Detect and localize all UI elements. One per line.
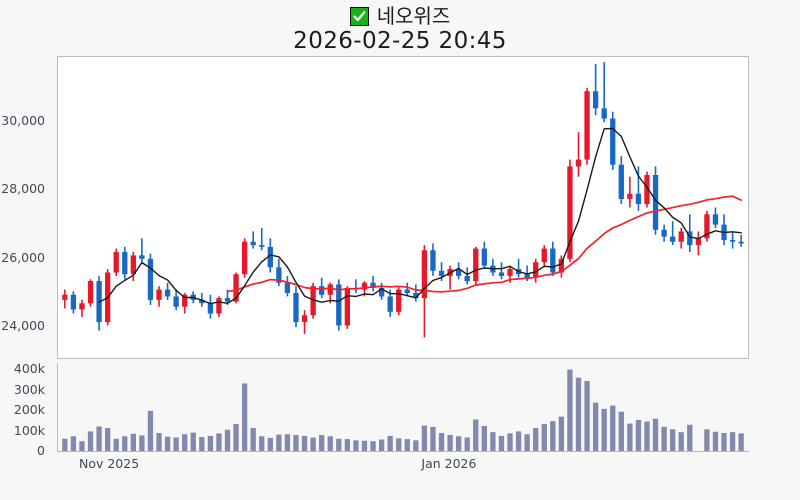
candlestick-plot [62, 62, 744, 338]
price-tick-label: 24,000 [1, 318, 45, 334]
volume-axis-labels: 0 100k 200k 300k 400k [0, 361, 51, 456]
page-title: 네오위즈 [376, 4, 451, 28]
volume-bar-plot [62, 369, 744, 451]
price-chart-panel[interactable] [57, 56, 749, 359]
x-tick-label: Jan 2026 [421, 456, 477, 471]
price-tick-label: 26,000 [1, 249, 45, 265]
x-tick-label: Nov 2025 [78, 456, 140, 471]
price-axis-labels: 24,000 26,000 28,000 30,000 [0, 56, 51, 359]
volume-tick-label: 300k [13, 381, 45, 397]
chart-title-row: 네오위즈 [0, 2, 800, 30]
volume-tick-label: 400k [13, 361, 45, 377]
price-tick-label: 28,000 [1, 181, 45, 197]
price-tick-label: 30,000 [1, 112, 45, 128]
check-mark-icon [349, 6, 369, 26]
volume-tick-label: 100k [13, 422, 45, 438]
chart-timestamp: 2026-02-25 20:45 [293, 28, 507, 54]
volume-tick-label: 0 [37, 443, 45, 458]
volume-tick-label: 200k [13, 402, 45, 418]
volume-chart-panel[interactable] [57, 363, 749, 452]
